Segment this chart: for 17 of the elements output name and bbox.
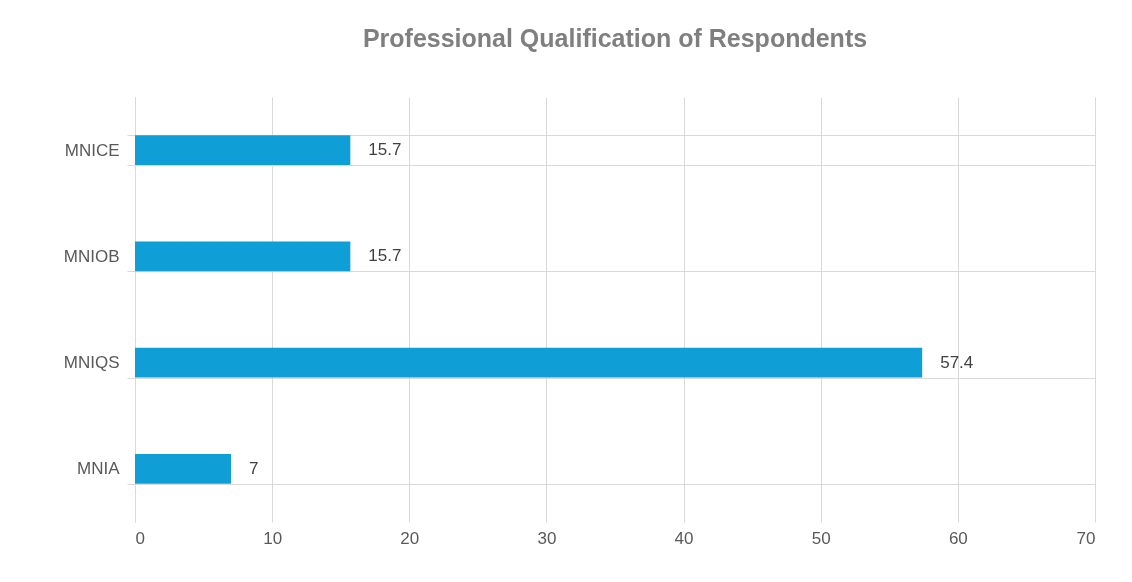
data-label: 15.7 <box>368 140 402 160</box>
x-tick-label: 50 <box>811 528 831 548</box>
x-tick-label: 0 <box>135 528 145 548</box>
x-tick-label: 10 <box>263 528 283 548</box>
x-tick-label: 60 <box>948 528 968 548</box>
y-tick-label: MNIQS <box>63 353 120 373</box>
data-label: 7 <box>249 458 259 478</box>
y-tick-label: MNIA <box>77 459 121 479</box>
x-tick-label: 20 <box>400 528 420 548</box>
x-tick-label: 30 <box>537 528 557 548</box>
x-tick-label: 40 <box>674 528 694 548</box>
chart-title: Professional Qualification of Respondents <box>362 24 868 52</box>
x-tick-label: 70 <box>1076 528 1096 548</box>
y-tick-label: MNIOB <box>63 246 120 266</box>
y-tick-label: MNICE <box>64 140 120 160</box>
data-label: 15.7 <box>368 246 402 266</box>
data-label: 57.4 <box>940 352 974 372</box>
